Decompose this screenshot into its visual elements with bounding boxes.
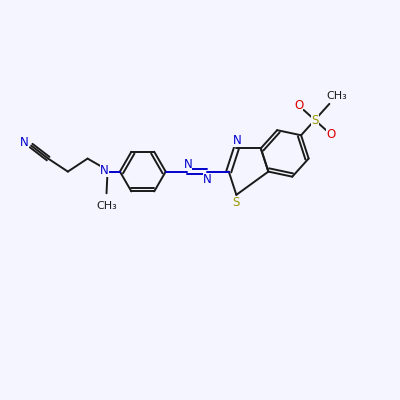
Text: N: N (20, 136, 29, 149)
Text: N: N (233, 134, 242, 147)
Text: O: O (294, 99, 303, 112)
Text: N: N (183, 158, 192, 171)
Text: S: S (232, 196, 239, 209)
Text: CH₃: CH₃ (96, 201, 117, 211)
Text: S: S (311, 114, 318, 126)
Text: CH₃: CH₃ (326, 91, 347, 101)
Text: N: N (100, 164, 108, 177)
Text: N: N (203, 172, 212, 186)
Text: O: O (326, 128, 336, 141)
